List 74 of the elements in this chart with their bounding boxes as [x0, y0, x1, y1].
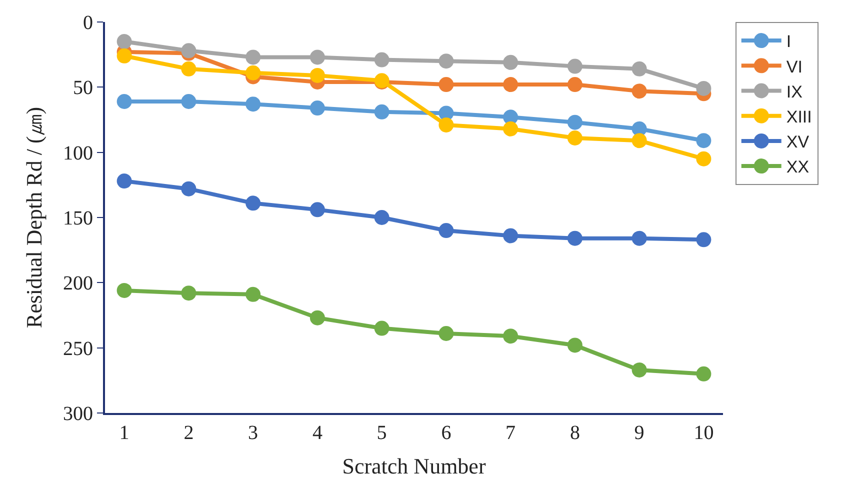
point — [567, 130, 582, 146]
point — [632, 84, 647, 99]
point — [374, 104, 390, 120]
point — [632, 133, 647, 148]
point — [116, 34, 132, 50]
point — [567, 58, 582, 74]
legend-label: VI — [786, 57, 802, 76]
x-axis-title: Scratch Number — [342, 453, 486, 478]
point — [567, 338, 582, 353]
x-tick-label: 6 — [441, 422, 452, 444]
point — [310, 310, 325, 326]
y-tick-label: 100 — [63, 142, 93, 164]
x-tick-label: 5 — [376, 422, 387, 444]
legend-label: IX — [786, 82, 802, 102]
point — [567, 77, 582, 92]
y-tick-label: 200 — [63, 272, 93, 295]
point — [246, 96, 261, 112]
y-tick-label: 0 — [83, 12, 93, 34]
point — [438, 77, 454, 92]
point — [181, 181, 196, 196]
x-tick-label: 3 — [248, 422, 258, 444]
point — [438, 117, 454, 132]
point — [374, 52, 390, 68]
point — [696, 366, 712, 382]
point — [438, 326, 454, 341]
point — [310, 100, 325, 116]
point — [246, 50, 261, 65]
point — [503, 121, 518, 136]
point — [246, 286, 261, 302]
y-tick-label: 300 — [63, 403, 93, 425]
point — [503, 328, 518, 344]
x-tick-label: 4 — [312, 422, 322, 444]
point — [696, 80, 712, 96]
point — [696, 232, 712, 248]
point — [310, 202, 325, 218]
legend-label: XV — [786, 132, 810, 152]
y-tick-label: 50 — [73, 77, 93, 100]
point — [181, 286, 196, 301]
point — [116, 48, 132, 64]
point — [181, 61, 196, 76]
point — [181, 94, 196, 109]
y-axis-title: Residual Depth Rd / (㎛) — [21, 106, 46, 328]
point — [632, 230, 647, 246]
x-tick-label: 9 — [634, 422, 644, 444]
x-tick-label: 10 — [694, 422, 714, 444]
y-tick-label: 250 — [63, 338, 93, 360]
point — [438, 223, 454, 238]
point — [310, 68, 325, 83]
point — [116, 174, 132, 189]
point — [567, 114, 582, 130]
point — [503, 228, 518, 244]
point — [438, 54, 454, 69]
point — [116, 282, 132, 298]
point — [246, 196, 261, 211]
point — [374, 210, 390, 225]
point — [567, 230, 582, 246]
legend-label: XIII — [786, 107, 812, 126]
point — [632, 362, 647, 378]
point — [696, 133, 712, 148]
point — [696, 151, 712, 166]
legend-label: I — [786, 32, 792, 52]
y-tick-label: 150 — [63, 208, 93, 230]
point — [503, 77, 518, 92]
point — [632, 61, 647, 76]
point — [310, 50, 325, 65]
legend-label: XX — [786, 158, 810, 177]
x-tick-label: 2 — [184, 422, 194, 444]
x-tick-label: 8 — [570, 422, 580, 444]
point — [374, 320, 390, 336]
x-tick-label: 7 — [506, 422, 516, 444]
x-tick-label: 1 — [119, 422, 130, 444]
point — [116, 94, 132, 109]
point — [246, 65, 261, 80]
point — [503, 54, 518, 70]
